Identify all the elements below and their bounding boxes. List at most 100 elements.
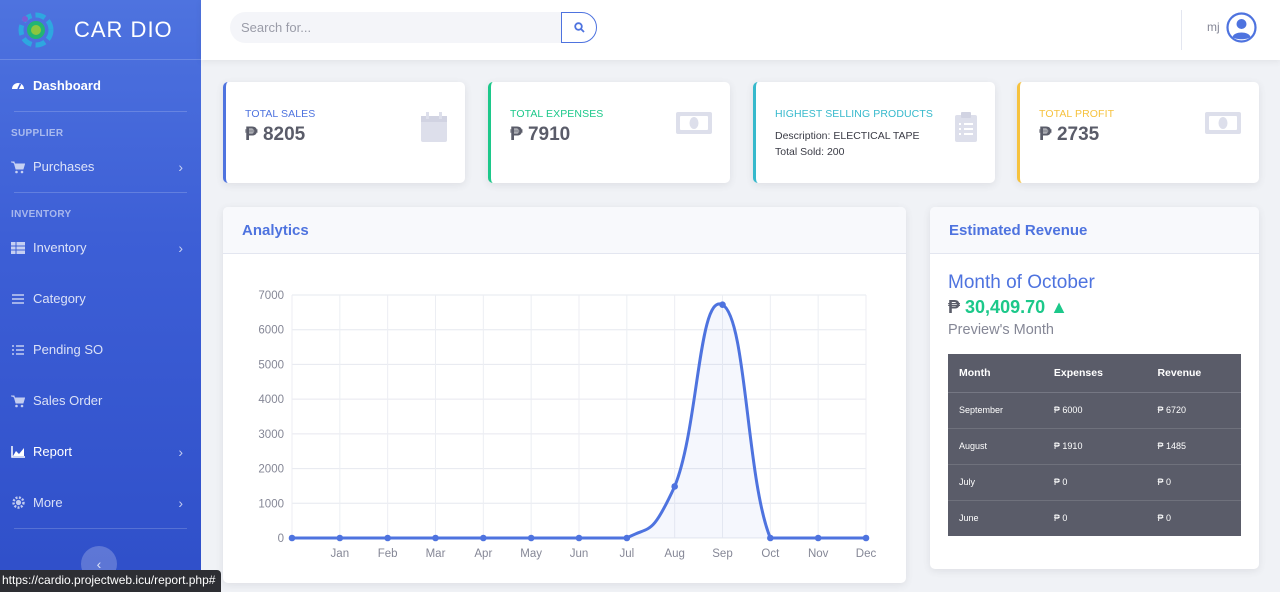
card-value: ₱ 2735 — [1039, 124, 1100, 145]
sidebar-item-pending-so[interactable]: Pending SO — [0, 324, 201, 375]
revenue-value: 30,409.70 — [965, 297, 1046, 317]
sidebar-divider — [14, 192, 187, 193]
sidebar-item-label: Purchases — [33, 159, 95, 174]
x-tick-label: Jul — [619, 548, 634, 560]
brand-logo-icon — [18, 12, 54, 47]
sidebar-item-label: Sales Order — [33, 393, 103, 408]
table-row: July ₱ 0 ₱ 0 — [948, 463, 1241, 500]
sidebar-item-label: Inventory — [33, 240, 87, 255]
sidebar-heading-inventory: INVENTORY — [11, 209, 72, 220]
tachometer-icon — [11, 79, 25, 93]
search-icon — [573, 22, 585, 33]
card-label: TOTAL PROFIT — [1039, 108, 1115, 120]
sidebar-heading-supplier: SUPPLIER — [11, 128, 64, 139]
data-point — [671, 483, 678, 490]
sidebar-item-category[interactable]: Category — [0, 273, 201, 324]
calendar-icon — [421, 112, 447, 142]
data-point — [384, 534, 391, 542]
x-tick-label: Mar — [426, 548, 446, 560]
sidebar-item-label: Category — [33, 291, 86, 306]
sidebar-item-label: Report — [33, 444, 73, 459]
search-button[interactable] — [561, 12, 597, 43]
table-cell: ₱ 1910 — [1042, 427, 1147, 464]
brand[interactable]: CAR DIO — [0, 0, 201, 60]
table-cell: ₱ 6000 — [1042, 391, 1147, 428]
sidebar-item-purchases[interactable]: Purchases › — [0, 141, 201, 192]
total-profit-card: TOTAL PROFIT ₱ 2735 — [1017, 82, 1259, 183]
sidebar-item-dashboard[interactable]: Dashboard — [0, 60, 201, 111]
sidebar-item-label: Dashboard — [33, 78, 101, 93]
revenue-table: Month Expenses Revenue September ₱ 6000 … — [948, 354, 1241, 536]
status-bar-url: https://cardio.projectweb.icu/report.php… — [0, 570, 222, 592]
search-input[interactable] — [230, 12, 561, 43]
data-point — [527, 534, 535, 542]
revenue-amount: ₱ 30,409.70 ▲ — [948, 297, 1259, 318]
y-tick-label: 2000 — [258, 464, 284, 476]
brand-name: CAR DIO — [74, 16, 173, 42]
gear-icon — [11, 496, 25, 510]
data-point — [623, 534, 631, 542]
user-avatar-icon[interactable] — [1226, 12, 1257, 43]
table-row: August ₱ 1910 ₱ 1485 — [948, 427, 1241, 464]
shopping-cart-icon — [11, 160, 25, 174]
sidebar-item-label: More — [33, 495, 63, 510]
user-name[interactable]: mj — [1207, 20, 1220, 34]
column-header: Month — [948, 354, 1043, 393]
sidebar-divider — [14, 111, 187, 112]
y-tick-label: 0 — [278, 533, 284, 545]
y-tick-label: 4000 — [258, 394, 284, 406]
data-point — [862, 534, 870, 542]
sidebar-divider — [14, 528, 187, 529]
analytics-line-chart: 0 1000 2000 3000 4000 5000 6000 7000 Jan Feb Mar Ap… — [258, 290, 876, 560]
bars-icon — [11, 292, 25, 306]
x-tick-label: Jan — [331, 548, 350, 560]
data-point — [432, 534, 439, 542]
data-point — [575, 534, 583, 542]
data-point — [814, 534, 822, 542]
estimated-revenue-card: Estimated Revenue Month of October ₱ 30,… — [930, 207, 1259, 569]
money-bill-icon — [676, 112, 712, 134]
y-tick-label: 5000 — [258, 359, 284, 371]
sidebar: CAR DIO Dashboard SUPPLIER Purchases › I… — [0, 0, 201, 592]
sidebar-item-report[interactable]: Report › — [0, 426, 201, 477]
money-bill-icon — [1205, 112, 1241, 134]
y-tick-label: 7000 — [258, 290, 284, 302]
highest-selling-products-card: HIGHEST SELLING PRODUCTS Description: EL… — [753, 82, 995, 183]
chevron-left-icon: ‹ — [96, 556, 102, 572]
sidebar-item-sales-order[interactable]: Sales Order — [0, 375, 201, 426]
revenue-title: Estimated Revenue — [930, 207, 1259, 254]
sidebar-item-inventory[interactable]: Inventory › — [0, 222, 201, 273]
table-icon — [11, 241, 25, 255]
table-cell: ₱ 0 — [1146, 463, 1241, 500]
data-point — [767, 534, 774, 542]
y-tick-label: 6000 — [258, 325, 284, 337]
series-area — [292, 303, 866, 538]
table-row: June ₱ 0 ₱ 0 — [948, 499, 1241, 536]
data-point — [288, 534, 296, 542]
chevron-right-icon: › — [178, 443, 183, 460]
chevron-right-icon: › — [178, 494, 183, 511]
table-cell: ₱ 0 — [1042, 499, 1147, 536]
x-tick-label: Feb — [378, 548, 398, 560]
card-label: HIGHEST SELLING PRODUCTS — [775, 108, 933, 120]
x-tick-label: Oct — [761, 548, 780, 560]
search-form — [230, 12, 597, 43]
chart-area-icon — [11, 445, 25, 459]
chevron-right-icon: › — [178, 158, 183, 175]
table-cell: July — [948, 463, 1043, 500]
card-label: TOTAL EXPENSES — [510, 108, 604, 120]
product-description: Description: ELECTICAL TAPE — [775, 130, 920, 142]
card-label: TOTAL SALES — [245, 108, 316, 120]
table-cell: ₱ 1485 — [1146, 427, 1241, 464]
column-header: Revenue — [1146, 354, 1241, 393]
table-cell: ₱ 0 — [1146, 499, 1241, 536]
currency-symbol: ₱ — [948, 297, 961, 317]
arrow-up-icon: ▲ — [1050, 297, 1068, 317]
total-sales-card: TOTAL SALES ₱ 8205 — [223, 82, 465, 183]
x-tick-label: Apr — [474, 548, 492, 560]
column-header: Expenses — [1042, 354, 1147, 393]
y-tick-label: 1000 — [258, 498, 284, 510]
sidebar-item-more[interactable]: More › — [0, 477, 201, 528]
topbar-divider — [1181, 10, 1182, 50]
card-value: ₱ 8205 — [245, 124, 306, 145]
